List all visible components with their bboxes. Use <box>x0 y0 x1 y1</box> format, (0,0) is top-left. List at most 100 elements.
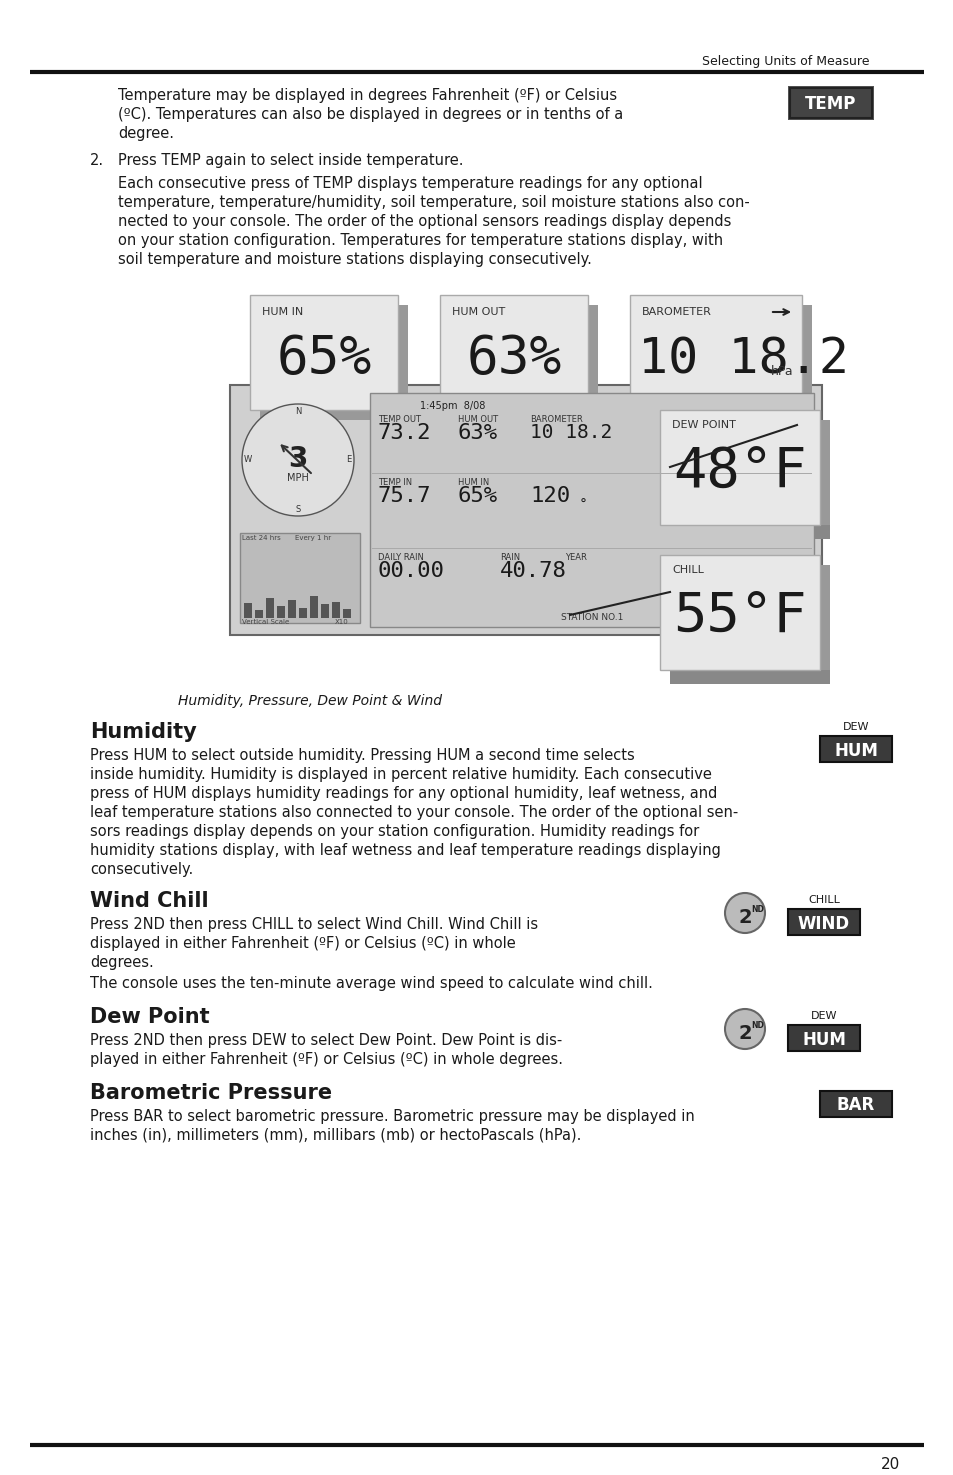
Text: 48°F: 48°F <box>673 445 806 499</box>
Text: HUM: HUM <box>833 742 877 760</box>
Text: X10: X10 <box>335 620 349 625</box>
Text: W: W <box>244 454 252 465</box>
Text: ND: ND <box>750 906 763 914</box>
Text: Barometric Pressure: Barometric Pressure <box>90 1083 332 1103</box>
Text: 73.2: 73.2 <box>377 423 431 442</box>
Text: leaf temperature stations also connected to your console. The order of the optio: leaf temperature stations also connected… <box>90 805 738 820</box>
Text: CHILL: CHILL <box>807 895 839 906</box>
Circle shape <box>724 892 764 934</box>
Bar <box>370 392 813 627</box>
Text: Vertical Scale: Vertical Scale <box>242 620 289 625</box>
Text: Press 2ND then press DEW to select Dew Point. Dew Point is dis-: Press 2ND then press DEW to select Dew P… <box>90 1032 561 1049</box>
Text: DEW: DEW <box>841 721 868 732</box>
Text: Press 2ND then press CHILL to select Wind Chill. Wind Chill is: Press 2ND then press CHILL to select Win… <box>90 917 537 932</box>
Text: DEW: DEW <box>810 1010 837 1021</box>
Text: degree.: degree. <box>118 125 173 142</box>
Text: HUM OUT: HUM OUT <box>452 307 505 317</box>
Text: Press HUM to select outside humidity. Pressing HUM a second time selects: Press HUM to select outside humidity. Pr… <box>90 748 634 763</box>
Bar <box>787 909 859 935</box>
Bar <box>260 305 408 420</box>
Text: press of HUM displays humidity readings for any optional humidity, leaf wetness,: press of HUM displays humidity readings … <box>90 786 717 801</box>
Text: BAR: BAR <box>836 1096 874 1114</box>
Bar <box>820 736 891 763</box>
Text: displayed in either Fahrenheit (ºF) or Celsius (ºC) in whole: displayed in either Fahrenheit (ºF) or C… <box>90 937 516 951</box>
Text: 55°F: 55°F <box>673 590 806 645</box>
Bar <box>320 603 329 618</box>
Text: inside humidity. Humidity is displayed in percent relative humidity. Each consec: inside humidity. Humidity is displayed i… <box>90 767 711 782</box>
Text: 2: 2 <box>738 1024 751 1043</box>
Text: Every 1 hr: Every 1 hr <box>294 535 331 541</box>
Text: temperature, temperature/humidity, soil temperature, soil moisture stations also: temperature, temperature/humidity, soil … <box>118 195 749 209</box>
Text: 10 18.2: 10 18.2 <box>638 335 848 384</box>
Text: consecutively.: consecutively. <box>90 861 193 878</box>
Text: Press BAR to select barometric pressure. Barometric pressure may be displayed in: Press BAR to select barometric pressure.… <box>90 1109 694 1124</box>
Text: Humidity: Humidity <box>90 721 196 742</box>
Text: TEMP OUT: TEMP OUT <box>377 414 420 423</box>
Text: Each consecutive press of TEMP displays temperature readings for any optional: Each consecutive press of TEMP displays … <box>118 176 702 190</box>
Text: DAILY RAIN: DAILY RAIN <box>377 553 423 562</box>
Bar <box>639 305 811 420</box>
Bar <box>787 86 873 119</box>
Bar <box>240 532 359 622</box>
Text: soil temperature and moisture stations displaying consecutively.: soil temperature and moisture stations d… <box>118 252 591 267</box>
Bar <box>310 596 317 618</box>
Text: Press TEMP again to select inside temperature.: Press TEMP again to select inside temper… <box>118 153 463 168</box>
Text: 1:45pm  8/08: 1:45pm 8/08 <box>419 401 485 412</box>
Bar <box>669 420 829 535</box>
Text: DEW POINT: DEW POINT <box>671 420 735 431</box>
Text: Temperature may be displayed in degrees Fahrenheit (ºF) or Celsius: Temperature may be displayed in degrees … <box>118 88 617 103</box>
Text: TEMP: TEMP <box>804 94 856 114</box>
Circle shape <box>242 404 354 516</box>
Text: Humidity, Pressure, Dew Point & Wind: Humidity, Pressure, Dew Point & Wind <box>178 695 441 708</box>
Bar <box>659 410 820 525</box>
Text: HUM IN: HUM IN <box>262 307 303 317</box>
Text: STATION NO.1: STATION NO.1 <box>560 614 622 622</box>
Circle shape <box>724 1009 764 1049</box>
Bar <box>276 606 285 618</box>
Text: Wind Chill: Wind Chill <box>90 891 209 912</box>
Text: (ºC). Temperatures can also be displayed in degrees or in tenths of a: (ºC). Temperatures can also be displayed… <box>118 108 622 122</box>
Text: 2: 2 <box>738 909 751 926</box>
Bar <box>629 295 801 410</box>
Text: 20: 20 <box>880 1457 899 1472</box>
Text: 65%: 65% <box>276 333 372 385</box>
Text: on your station configuration. Temperatures for temperature stations display, wi: on your station configuration. Temperatu… <box>118 233 722 248</box>
Text: 00.00: 00.00 <box>377 560 444 581</box>
Text: 65%: 65% <box>457 485 497 506</box>
Bar <box>669 565 829 680</box>
Text: 40.78: 40.78 <box>499 560 566 581</box>
Bar <box>789 88 871 118</box>
Text: The console uses the ten-minute average wind speed to calculate wind chill.: The console uses the ten-minute average … <box>90 976 652 991</box>
Text: nected to your console. The order of the optional sensors readings display depen: nected to your console. The order of the… <box>118 214 731 229</box>
Text: played in either Fahrenheit (ºF) or Celsius (ºC) in whole degrees.: played in either Fahrenheit (ºF) or Cels… <box>90 1052 562 1066</box>
Text: ND: ND <box>750 1021 763 1030</box>
Bar <box>669 525 829 538</box>
Text: inches (in), millimeters (mm), millibars (mb) or hectoPascals (hPa).: inches (in), millimeters (mm), millibars… <box>90 1128 580 1143</box>
Text: 75.7: 75.7 <box>377 485 431 506</box>
Text: E: E <box>346 454 351 465</box>
Text: Last 24 hrs: Last 24 hrs <box>242 535 280 541</box>
Text: humidity stations display, with leaf wetness and leaf temperature readings displ: humidity stations display, with leaf wet… <box>90 844 720 858</box>
Bar <box>659 555 820 670</box>
Text: 120: 120 <box>530 485 570 506</box>
Text: BAROMETER: BAROMETER <box>641 307 711 317</box>
Text: WIND: WIND <box>797 914 849 934</box>
Text: 63%: 63% <box>466 333 561 385</box>
Bar <box>298 608 307 618</box>
Text: TEMP IN: TEMP IN <box>377 478 412 487</box>
Text: MPH: MPH <box>287 473 309 482</box>
Text: N: N <box>294 407 301 416</box>
Bar <box>343 609 351 618</box>
Text: °: ° <box>579 499 586 512</box>
Text: CHILL: CHILL <box>671 565 703 575</box>
Text: sors readings display depends on your station configuration. Humidity readings f: sors readings display depends on your st… <box>90 825 699 839</box>
Text: 3: 3 <box>288 445 308 473</box>
Bar <box>230 385 821 636</box>
Text: HUM OUT: HUM OUT <box>457 414 497 423</box>
Text: HUM IN: HUM IN <box>457 478 489 487</box>
Text: degrees.: degrees. <box>90 954 153 971</box>
Text: 2.: 2. <box>90 153 104 168</box>
Text: Selecting Units of Measure: Selecting Units of Measure <box>701 55 869 68</box>
Text: 63%: 63% <box>457 423 497 442</box>
Bar <box>332 602 339 618</box>
